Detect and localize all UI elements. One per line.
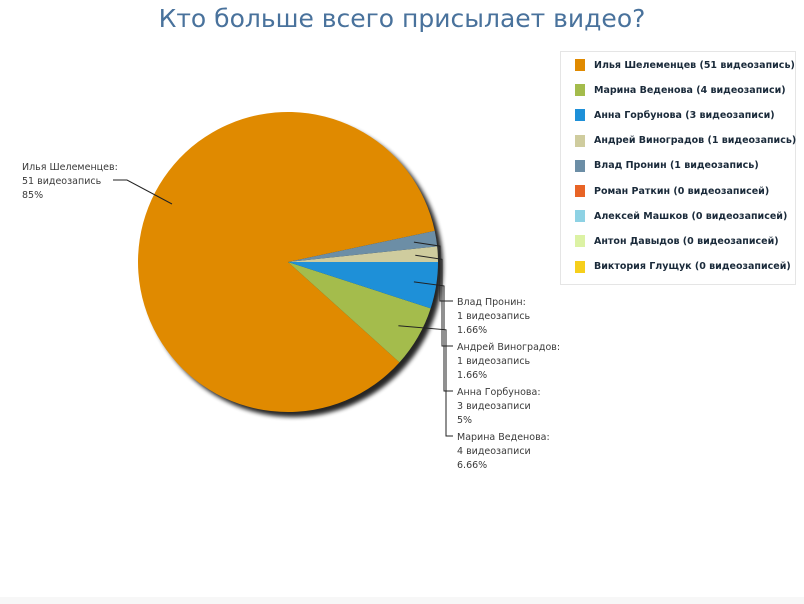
- slice-2-label-line: 4 видеозаписи: [457, 446, 531, 457]
- slice-3-label-line: 3 видеозаписи: [457, 401, 531, 412]
- slice-1-label-line: 85%: [22, 190, 43, 201]
- legend-swatch: [575, 109, 585, 122]
- slice-5-label-line: 1.66%: [457, 325, 487, 336]
- slice-4-label-line: 1 видеозапись: [457, 356, 531, 367]
- legend-item-7[interactable]: Алексей Машков (0 видеозаписей): [575, 209, 787, 223]
- legend-label: Антон Давыдов (0 видеозаписей): [594, 235, 779, 247]
- legend-item-5[interactable]: Влад Пронин (1 видеозапись): [575, 159, 759, 173]
- slice-1-leader-line: [113, 179, 173, 205]
- legend-label: Марина Веденова (4 видеозаписи): [594, 84, 786, 96]
- slice-2-leader-line: [398, 325, 453, 437]
- legend-swatch: [575, 134, 585, 147]
- slice-3-wedge[interactable]: [288, 262, 438, 309]
- slice-5-wedge[interactable]: [288, 230, 438, 262]
- slice-2-wedge[interactable]: [288, 262, 431, 363]
- legend-swatch: [575, 235, 585, 248]
- slice-1-label-line: Илья Шелеменцев:: [22, 162, 118, 173]
- legend-item-9[interactable]: Виктория Глущук (0 видеозаписей): [575, 260, 791, 274]
- slice-1-wedge[interactable]: [138, 112, 435, 413]
- slice-2-label-line: 6.66%: [457, 460, 487, 471]
- legend-label: Виктория Глущук (0 видеозаписей): [594, 261, 791, 273]
- slice-4-leader-line: [415, 254, 453, 347]
- slice-3-label-line: 5%: [457, 415, 472, 426]
- slice-1-label: Илья Шелеменцев: 51 видеозапись 85%: [22, 162, 118, 201]
- legend-label: Роман Раткин (0 видеозаписей): [594, 185, 770, 197]
- legend-label: Илья Шелеменцев (51 видеозапись): [594, 59, 795, 71]
- slice-4-label-line: 1.66%: [457, 370, 487, 381]
- slice-2-label: Марина Веденова: 4 видеозаписи 6.66%: [457, 432, 550, 471]
- legend-label: Андрей Виноградов (1 видеозапись): [594, 135, 797, 147]
- slice-2-label-line: Марина Веденова:: [457, 432, 550, 443]
- legend-swatch: [575, 59, 585, 71]
- legend-label: Анна Горбунова (3 видеозаписи): [594, 109, 775, 121]
- slice-3-label-line: Анна Горбунова:: [457, 387, 541, 398]
- slice-5-label: Влад Пронин: 1 видеозапись 1.66%: [457, 297, 531, 336]
- legend-item-8[interactable]: Антон Давыдов (0 видеозаписей): [575, 234, 779, 248]
- legend-swatch: [575, 185, 585, 197]
- slice-5-label-line: Влад Пронин:: [457, 297, 526, 308]
- slice-5-leader-line: [413, 241, 453, 302]
- slice-3-leader-line: [413, 281, 453, 392]
- slice-3-label: Анна Горбунова: 3 видеозаписи 5%: [457, 387, 541, 426]
- slice-4-label: Андрей Виноградов: 1 видеозапись 1.66%: [457, 342, 560, 381]
- legend-item-2[interactable]: Марина Веденова (4 видеозаписи): [575, 83, 786, 97]
- bottom-border: [0, 597, 804, 604]
- legend-swatch: [575, 84, 585, 97]
- legend-item-1[interactable]: Илья Шелеменцев (51 видеозапись): [575, 58, 795, 72]
- slice-1-label-line: 51 видеозапись: [22, 176, 102, 187]
- legend-swatch: [575, 159, 585, 172]
- slice-4-wedge[interactable]: [288, 246, 438, 262]
- legend-label: Алексей Машков (0 видеозаписей): [594, 210, 788, 222]
- legend-swatch: [575, 260, 585, 273]
- legend-item-6[interactable]: Роман Раткин (0 видеозаписей): [575, 184, 769, 198]
- legend-item-3[interactable]: Анна Горбунова (3 видеозаписи): [575, 108, 775, 122]
- legend-swatch: [575, 210, 585, 223]
- legend-label: Влад Пронин (1 видеозапись): [594, 160, 759, 172]
- chart-title: Кто больше всего присылает видео?: [158, 4, 646, 33]
- chart-legend: Илья Шелеменцев (51 видеозапись) Марина В…: [560, 51, 796, 285]
- legend-item-4[interactable]: Андрей Виноградов (1 видеозапись): [575, 134, 796, 148]
- slice-4-label-line: Андрей Виноградов:: [457, 342, 560, 353]
- slice-5-label-line: 1 видеозапись: [457, 311, 531, 322]
